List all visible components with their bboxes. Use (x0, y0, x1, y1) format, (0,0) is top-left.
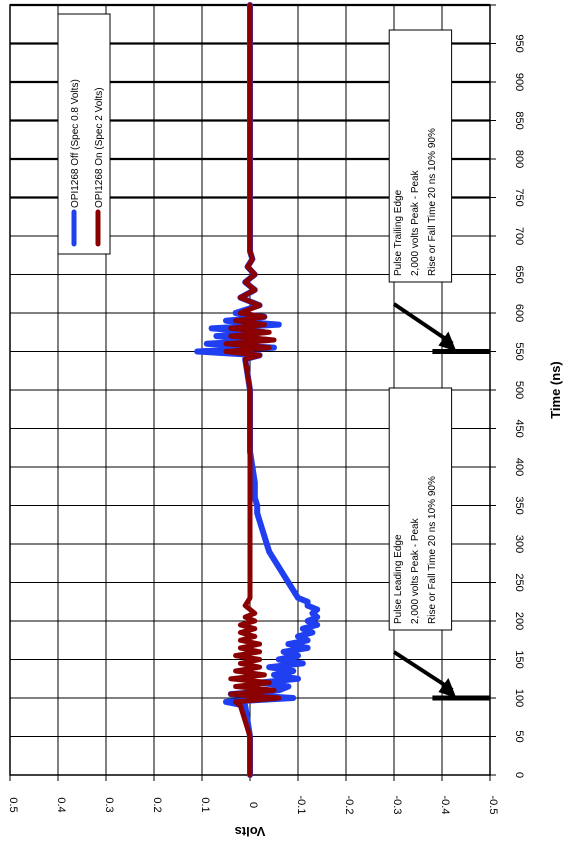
tick-label-time: 100 (513, 689, 525, 707)
tick-label-volts: -0.1 (295, 796, 307, 815)
tick-label-time: 50 (513, 730, 525, 742)
tick-label-time: 900 (513, 73, 525, 91)
legend-label-1: OPI1268 Off (Spec 0.8 Volts) (70, 79, 81, 208)
tick-label-time: 550 (513, 342, 525, 360)
tick-label-time: 200 (513, 612, 525, 630)
tick-label-volts: 0.5 (7, 797, 19, 812)
tick-label-time: 350 (513, 496, 525, 514)
annotation-text: Rise or Fall Time 20 ns 10% 90% (427, 476, 438, 624)
tick-label-volts: -0.4 (439, 796, 451, 815)
tick-label-time: 250 (513, 573, 525, 591)
annotation-arrow-2 (392, 302, 454, 346)
tick-label-volts: -0.2 (343, 796, 355, 815)
tick-label-time: 950 (513, 34, 525, 52)
tick-label-time: 450 (513, 419, 525, 437)
tick-label-volts: 0.1 (199, 797, 211, 812)
tick-label-volts: 0 (247, 802, 259, 808)
tick-label-volts: 0.3 (103, 797, 115, 812)
legend: OPI1268 Off (Spec 0.8 Volts) OPI1268 On (… (57, 13, 111, 255)
tick-label-time: 700 (513, 227, 525, 245)
tick-label-time: 750 (513, 188, 525, 206)
tick-label-time: 300 (513, 535, 525, 553)
tick-label-volts: 0.4 (55, 797, 67, 812)
tick-label-time: 150 (513, 650, 525, 668)
tick-label-time: 850 (513, 111, 525, 129)
tick-label-volts: -0.3 (391, 796, 403, 815)
tick-label-time: 800 (513, 150, 525, 168)
annotations: Pulse Leading Edge 2,000 volts Peak - Pea… (388, 29, 457, 698)
annotation-box-1 (388, 387, 453, 631)
event-markers (432, 349, 490, 701)
annotation-text: Pulse Trailing Edge (393, 189, 404, 276)
annotation-text: Pulse Leading Edge (393, 534, 404, 624)
annotation-text: Rise or Fall Time 20 ns 10% 90% (427, 128, 438, 276)
annotation-arrowhead-1 (438, 678, 457, 698)
series-layer (194, 2, 321, 778)
legend-label-2: OPI1268 On (Spec 2 Volts) (94, 87, 105, 208)
annotation-text: 2,000 volts Peak - Peak (410, 517, 421, 624)
x-axis-title: Time (ns) (548, 361, 563, 419)
tick-label-time: 500 (513, 381, 525, 399)
tick-labels: 0 50 100 150 200 250 300 350 400 450 500 550 600 650 7… (7, 34, 525, 814)
annotation-box-2 (388, 29, 453, 283)
tick-label-volts: 0.2 (151, 797, 163, 812)
tick-label-time: 0 (513, 772, 525, 778)
annotation-arrow-1 (392, 650, 454, 692)
annotation-arrowhead-2 (438, 331, 457, 352)
legend-box (57, 13, 111, 255)
series-line-2 (223, 2, 282, 778)
tick-label-time: 400 (513, 458, 525, 476)
y-axis-title: Volts (235, 824, 266, 839)
tick-label-volts: -0.5 (487, 796, 499, 815)
axis-titles: Time (ns) Volts (235, 361, 563, 839)
tick-label-time: 600 (513, 304, 525, 322)
annotation-text: 2,000 volts Peak - Peak (410, 169, 421, 276)
tick-label-time: 650 (513, 265, 525, 283)
